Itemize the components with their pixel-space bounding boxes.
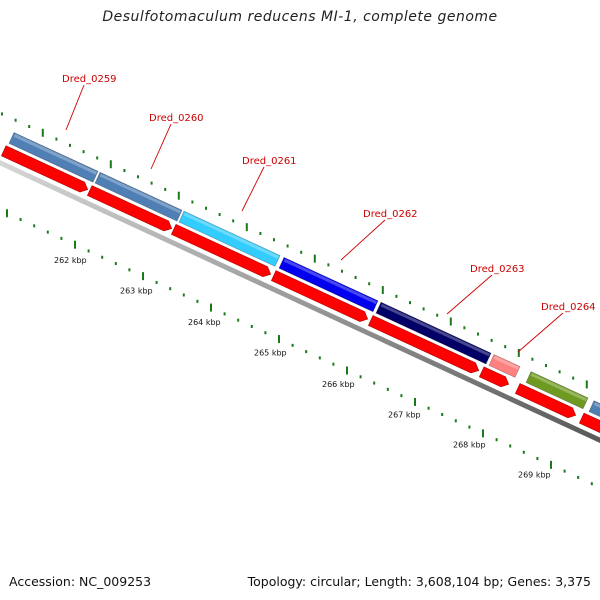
gene-track	[8, 132, 600, 418]
callout-line	[446, 274, 493, 315]
gene-block	[488, 354, 521, 378]
accession-label: Accession: NC_009253	[9, 574, 152, 589]
gene-highlight	[183, 212, 279, 259]
gene-block	[278, 257, 379, 313]
cds-arrow	[87, 185, 173, 232]
gene-label[interactable]: Dred_0259	[62, 74, 117, 85]
callout-line	[340, 219, 386, 261]
cds-arrow	[271, 270, 369, 322]
gene-highlight	[593, 402, 600, 408]
backbone-track	[0, 160, 600, 444]
cds-arrow	[515, 383, 577, 419]
gene-block	[588, 400, 600, 418]
cds-arrow	[171, 224, 272, 278]
gene-block	[178, 210, 281, 267]
gene-highlight	[283, 258, 377, 305]
cds-arrow	[579, 412, 600, 433]
backbone-line	[0, 160, 600, 444]
gene-label[interactable]: Dred_0262	[363, 209, 418, 220]
gene-highlight	[493, 355, 519, 370]
gene-callouts: Dred_0259 Dred_0260 Dred_0261 Dred_0262 Dred…	[62, 74, 596, 353]
scale-label: 269 kbp	[518, 471, 551, 480]
gene-label[interactable]: Dred_0261	[242, 156, 297, 167]
gene-highlight	[99, 173, 181, 214]
map-title: Desulfotomaculum reducens MI-1, complete…	[102, 9, 498, 25]
genome-summary: Topology: circular; Length: 3,608,104 bp…	[247, 574, 591, 589]
gene-label[interactable]: Dred_0263	[470, 264, 525, 275]
callout-line	[150, 123, 172, 170]
gene-block	[525, 371, 589, 410]
gene-highlight	[13, 133, 98, 175]
cds-track	[1, 145, 600, 433]
scale-label: 263 kbp	[120, 287, 153, 296]
gene-block	[94, 171, 183, 222]
cds-arrow	[479, 366, 510, 388]
outer-tick-marks	[1, 112, 588, 389]
gene-label[interactable]: Dred_0260	[149, 113, 204, 124]
gene-block	[8, 132, 99, 183]
scale-label: 265 kbp	[254, 348, 287, 357]
scale-label: 264 kbp	[188, 318, 221, 327]
scale-label: 262 kbp	[54, 256, 87, 265]
cds-arrow	[368, 315, 480, 374]
scale-ruler: 262 kbp 263 kbp 264 kbp 265 kbp 266 kbp 267 k…	[6, 209, 593, 486]
gene-highlight	[530, 373, 587, 402]
scale-label: 267 kbp	[388, 410, 421, 419]
gene-highlight	[380, 303, 490, 357]
callout-line	[241, 166, 265, 212]
scale-label: 268 kbp	[453, 441, 486, 450]
scale-label: 266 kbp	[322, 380, 355, 389]
gene-block	[375, 301, 492, 365]
callout-line	[517, 312, 564, 353]
gene-label[interactable]: Dred_0264	[541, 302, 596, 313]
callout-line	[65, 84, 85, 131]
cds-arrow	[1, 145, 89, 193]
